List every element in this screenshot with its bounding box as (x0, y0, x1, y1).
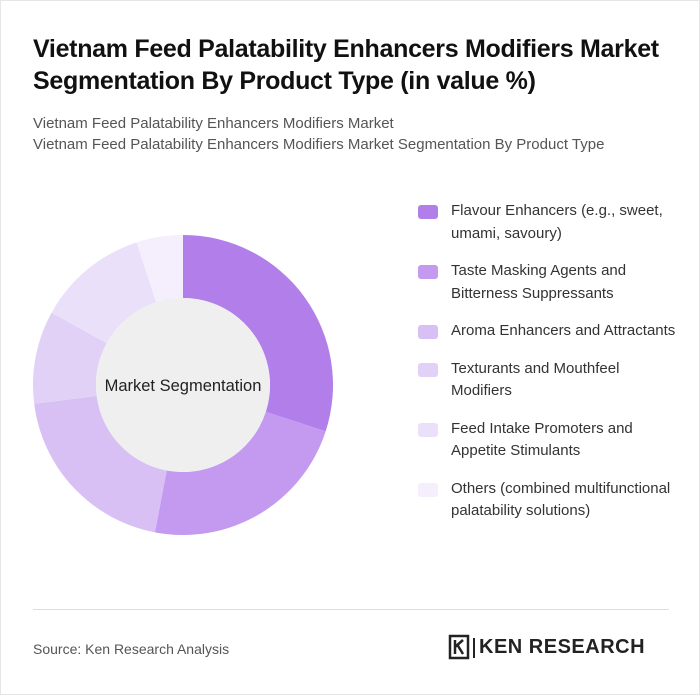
legend-item: Flavour Enhancers (e.g., sweet, umami, s… (418, 200, 678, 245)
legend-item: Aroma Enhancers and Attractants (418, 320, 678, 343)
donut-slice (33, 312, 107, 404)
subtitle-line-1: Vietnam Feed Palatability Enhancers Modi… (33, 115, 394, 132)
legend-item: Feed Intake Promoters and Appetite Stimu… (418, 418, 678, 463)
legend-swatch (418, 482, 438, 497)
legend-swatch (418, 205, 438, 219)
donut-slice (51, 242, 157, 344)
chart-subtitle: Vietnam Feed Palatability Enhancers Modi… (33, 113, 673, 155)
brand-separator (473, 638, 475, 658)
legend-label: Others (combined multifunctional palatab… (451, 479, 671, 520)
legend-label: Feed Intake Promoters and Appetite Stimu… (451, 419, 633, 460)
legend-swatch (418, 265, 438, 279)
ken-research-logo-icon (448, 634, 470, 660)
source-note: Source: Ken Research Analysis (33, 641, 230, 657)
legend-item: Taste Masking Agents and Bitterness Supp… (418, 260, 678, 305)
donut-slice (34, 395, 167, 533)
donut-chart: Market Segmentation (33, 235, 333, 535)
legend-label: Aroma Enhancers and Attractants (451, 322, 676, 339)
subtitle-line-2: Vietnam Feed Palatability Enhancers Modi… (33, 136, 605, 153)
legend-swatch (418, 325, 438, 339)
donut-center-label: Market Segmentation (105, 377, 262, 395)
legend-item: Others (combined multifunctional palatab… (418, 478, 678, 523)
donut-hole (96, 298, 270, 472)
brand-name: KEN RESEARCH (479, 636, 646, 658)
legend-label: Flavour Enhancers (e.g., sweet, umami, s… (451, 202, 663, 242)
legend-swatch (418, 422, 438, 437)
chart-title: Vietnam Feed Palatability Enhancers Modi… (33, 35, 659, 95)
legend-label: Texturants and Mouthfeel Modifiers (451, 359, 620, 400)
donut-slice (154, 411, 326, 535)
legend-label: Taste Masking Agents and Bitterness Supp… (451, 262, 627, 302)
legend-swatch (418, 362, 438, 377)
chart-legend: Flavour Enhancers (e.g., sweet, umami, s… (418, 200, 678, 538)
donut-slice (136, 235, 183, 303)
legend-item: Texturants and Mouthfeel Modifiers (418, 358, 678, 403)
donut-slice (183, 235, 333, 432)
footer-divider (33, 609, 669, 610)
